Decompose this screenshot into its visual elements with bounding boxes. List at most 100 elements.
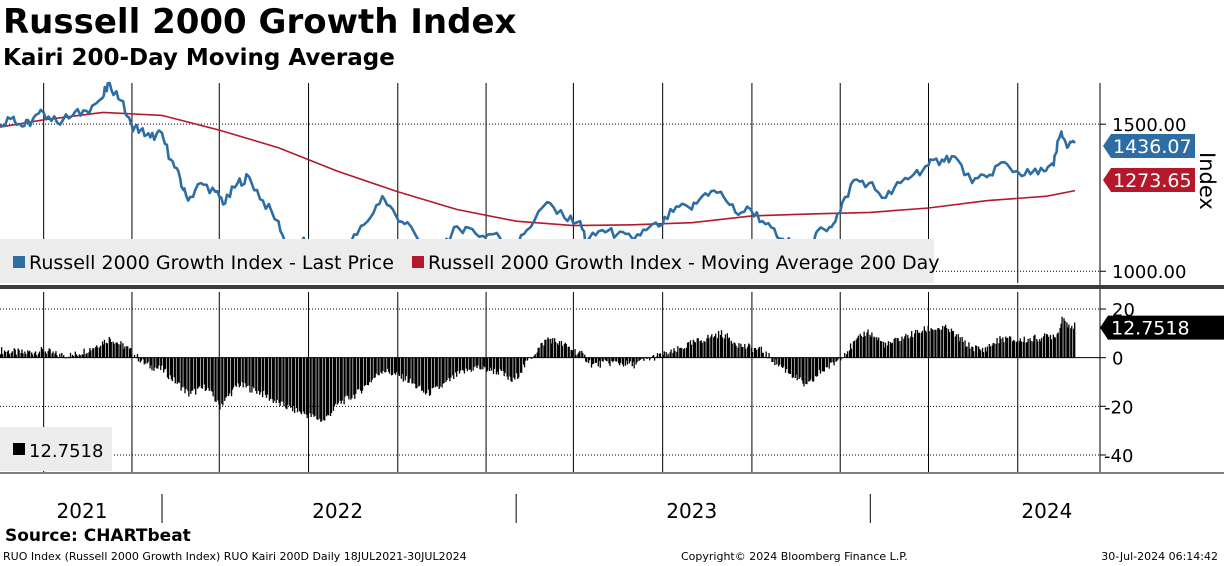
kairi-bar bbox=[130, 354, 133, 358]
kairi-bar bbox=[738, 343, 740, 358]
kairi-bar bbox=[1061, 316, 1063, 358]
kairi-bar bbox=[900, 340, 902, 358]
kairi-bar bbox=[740, 343, 742, 358]
kairi-bar bbox=[774, 357, 776, 366]
kairi-bar bbox=[384, 357, 386, 373]
moving-average-tag-bg bbox=[1103, 168, 1195, 192]
kairi-bar bbox=[490, 357, 493, 371]
kairi-bar bbox=[370, 357, 372, 383]
kairi-bar bbox=[115, 342, 117, 358]
kairi-bar bbox=[581, 350, 583, 358]
kairi-bar bbox=[78, 354, 80, 358]
kairi-bar bbox=[139, 357, 142, 363]
kairi-bar bbox=[1046, 334, 1049, 358]
kairi-bar bbox=[950, 328, 953, 358]
kairi-bar bbox=[197, 357, 200, 388]
kairi-bar bbox=[147, 357, 149, 363]
kairi-bar bbox=[570, 349, 572, 358]
kairi-bar bbox=[160, 357, 162, 371]
kairi-bar bbox=[296, 357, 299, 413]
kairi-bar bbox=[259, 357, 261, 395]
kairi-bar bbox=[1050, 339, 1053, 358]
kairi-bar bbox=[88, 352, 90, 358]
kairi-bar bbox=[938, 328, 940, 358]
kairi-bar bbox=[260, 357, 262, 393]
kairi-bar bbox=[32, 354, 34, 358]
kairi-bar bbox=[378, 357, 380, 376]
kairi-bar bbox=[348, 357, 350, 400]
kairi-bar bbox=[423, 357, 425, 393]
kairi-bar bbox=[178, 357, 180, 384]
kairi-bar bbox=[667, 353, 669, 358]
kairi-bar bbox=[358, 357, 360, 390]
kairi-bar bbox=[1068, 324, 1070, 358]
kairi-bar bbox=[694, 342, 696, 358]
kairi-bar bbox=[387, 357, 389, 369]
kairi-bar bbox=[320, 357, 322, 422]
kairi-bar bbox=[256, 357, 258, 394]
kairi-bar bbox=[458, 357, 461, 374]
kairi-bar bbox=[650, 357, 652, 359]
kairi-bar bbox=[130, 348, 132, 358]
kairi-bar bbox=[1030, 340, 1032, 358]
kairi-bar bbox=[810, 357, 812, 380]
kairi-bar bbox=[518, 357, 520, 378]
kairi-bar bbox=[819, 357, 822, 374]
kairi-bar bbox=[1013, 340, 1016, 358]
kairi-bar bbox=[832, 357, 834, 363]
kairi-bar bbox=[750, 347, 753, 358]
kairi-bar bbox=[769, 357, 771, 359]
kairi-bar bbox=[799, 357, 801, 378]
kairi-bar bbox=[556, 343, 559, 358]
kairi-bar bbox=[469, 357, 471, 370]
kairi-bar bbox=[255, 357, 257, 392]
kairi-bar bbox=[397, 357, 400, 375]
kairi-bar bbox=[651, 355, 654, 358]
kairi-bar bbox=[120, 341, 122, 358]
kairi-bar bbox=[961, 337, 963, 358]
kairi-bar bbox=[907, 335, 909, 358]
kairi-bar bbox=[806, 357, 808, 385]
top-y-tick-label: 1500.00 bbox=[1112, 115, 1186, 136]
kairi-bar bbox=[59, 353, 61, 358]
kairi-bar bbox=[279, 357, 281, 407]
kairi-bar bbox=[836, 357, 838, 361]
kairi-bar bbox=[418, 357, 420, 387]
kairi-bar bbox=[391, 357, 394, 375]
kairi-bar bbox=[482, 357, 484, 370]
kairi-bar bbox=[429, 357, 432, 396]
kairi-bar bbox=[665, 351, 667, 358]
kairi-bar bbox=[90, 350, 92, 358]
kairi-bar bbox=[368, 357, 370, 383]
kairi-bar bbox=[102, 344, 105, 358]
kairi-bar bbox=[564, 342, 566, 358]
kairi-bar bbox=[982, 352, 985, 358]
kairi-bar bbox=[523, 357, 526, 368]
kairi-bar bbox=[428, 357, 431, 396]
kairi-bar bbox=[794, 357, 796, 379]
kairi-bar bbox=[124, 346, 126, 358]
kairi-bar bbox=[321, 357, 323, 421]
kairi-bar bbox=[323, 357, 325, 420]
kairi-bar bbox=[624, 357, 627, 366]
kairi-bar bbox=[778, 357, 780, 367]
kairi-bar bbox=[425, 357, 428, 394]
kairi-bar bbox=[560, 340, 563, 358]
kairi-bar bbox=[723, 338, 726, 358]
kairi-bar bbox=[612, 357, 614, 363]
kairi-bar bbox=[137, 357, 140, 362]
kairi-bar bbox=[188, 357, 190, 397]
kairi-bar bbox=[176, 357, 178, 384]
kairi-bar bbox=[676, 351, 678, 358]
kairi-bar bbox=[180, 357, 182, 391]
kairi-bar bbox=[808, 357, 810, 382]
kairi-bar bbox=[319, 357, 321, 419]
kairi-bar bbox=[802, 357, 804, 384]
kairi-bar bbox=[500, 357, 502, 371]
kairi-bar bbox=[456, 357, 458, 377]
kairi-bar bbox=[269, 357, 272, 399]
kairi-bar bbox=[99, 345, 102, 358]
kairi-bar bbox=[306, 357, 308, 419]
kairi-bar bbox=[132, 357, 135, 358]
kairi-bar bbox=[850, 348, 853, 358]
